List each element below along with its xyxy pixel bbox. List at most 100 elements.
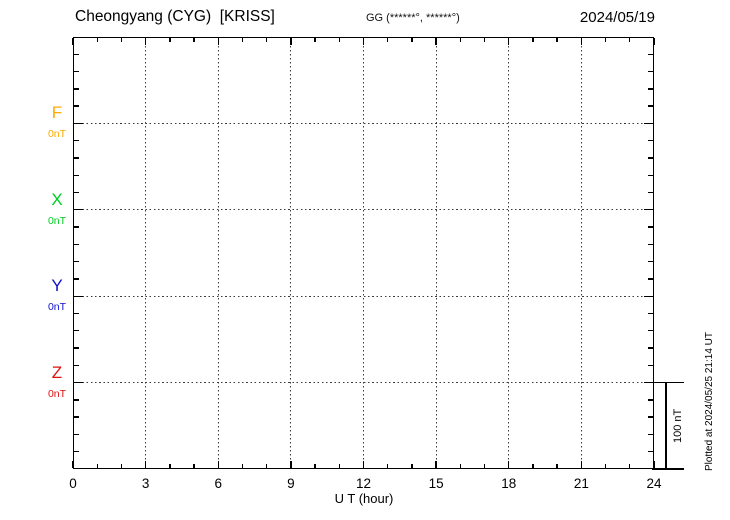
axis-tick (648, 70, 653, 73)
scale-bar-cap-bottom (652, 468, 684, 470)
axis-tick (144, 461, 147, 468)
axis-tick (72, 38, 74, 45)
axis-tick (338, 38, 340, 42)
axis-tick (648, 399, 653, 401)
axis-tick (144, 38, 147, 45)
axis-tick (648, 243, 653, 246)
axis-tick (648, 105, 653, 107)
channel-label-F: F (51, 103, 63, 123)
x-tick-label: 21 (573, 476, 589, 491)
axis-tick (338, 464, 340, 468)
axis-tick (648, 157, 653, 159)
axis-tick (120, 38, 123, 42)
axis-tick (648, 278, 653, 280)
axis-tick (74, 295, 83, 297)
axis-tick (648, 260, 653, 263)
axis-tick (74, 330, 79, 332)
axis-tick (556, 464, 558, 468)
axis-tick (532, 38, 534, 42)
axis-tick (241, 464, 244, 468)
axis-tick (290, 38, 292, 45)
axis-tick (96, 38, 98, 42)
axis-tick (74, 70, 79, 73)
axis-tick (435, 461, 437, 468)
axis-tick (644, 209, 653, 211)
axis-tick (483, 38, 486, 42)
axis-tick (74, 243, 79, 246)
vertical-gridline (435, 38, 437, 468)
axis-tick (74, 122, 83, 125)
axis-tick (483, 464, 486, 468)
axis-tick (508, 461, 510, 468)
axis-tick (604, 38, 607, 42)
axis-tick (241, 38, 244, 42)
x-tick-label: 3 (141, 476, 150, 491)
plot-timestamp-note: Plotted at 2024/05/25 21:14 UT (704, 332, 715, 471)
x-tick-label: 6 (214, 476, 222, 491)
vertical-gridline (580, 38, 582, 468)
channel-baseline (74, 295, 653, 297)
vertical-gridline (217, 38, 219, 468)
axis-tick (648, 433, 653, 436)
x-axis-title: U T (hour) (334, 491, 394, 506)
axis-tick (314, 464, 316, 468)
axis-tick (72, 461, 74, 468)
axis-tick (648, 364, 653, 366)
axis-tick (648, 451, 653, 453)
axis-tick (580, 461, 583, 468)
axis-tick (74, 278, 79, 280)
axis-tick (387, 38, 389, 42)
axis-tick (644, 381, 653, 384)
axis-tick (648, 53, 653, 55)
x-tick-label: 24 (646, 476, 662, 491)
channel-unit-X: 0nT (47, 214, 67, 227)
axis-tick (74, 105, 79, 107)
axis-tick (193, 464, 195, 468)
axis-tick (580, 38, 583, 45)
axis-tick (193, 38, 195, 42)
axis-tick (74, 381, 83, 384)
scale-bar-line (665, 382, 667, 469)
channel-unit-Y: 0nT (47, 301, 67, 314)
axis-tick (362, 461, 365, 468)
axis-tick (74, 260, 79, 263)
channel-unit-Z: 0nT (47, 387, 67, 400)
axis-tick (644, 122, 653, 125)
vertical-gridline (290, 38, 292, 468)
axis-tick (74, 416, 79, 418)
axis-tick (169, 464, 171, 468)
axis-tick (169, 38, 171, 42)
date-label: 2024/05/19 (579, 9, 655, 26)
axis-tick (74, 88, 79, 90)
axis-tick (411, 464, 413, 468)
channel-label-Z: Z (51, 362, 63, 382)
x-tick-label: 0 (69, 476, 77, 491)
station-title: Cheongyang (CYG) [KRISS] (75, 8, 275, 25)
axis-tick (648, 312, 653, 315)
x-tick-label: 15 (428, 476, 444, 491)
axis-tick (120, 464, 123, 468)
axis-tick (648, 330, 653, 332)
axis-tick (508, 38, 510, 45)
x-tick-label: 9 (287, 476, 295, 491)
gg-coordinates-label: GG (******°, ******°) (366, 12, 460, 24)
axis-tick (629, 464, 631, 468)
axis-tick (648, 416, 653, 418)
axis-tick (435, 38, 437, 45)
axis-tick (74, 451, 79, 453)
channel-baseline (74, 382, 653, 384)
axis-tick (648, 174, 653, 176)
x-tick-label: 12 (355, 476, 372, 491)
axis-tick (362, 38, 365, 45)
axis-tick (74, 191, 79, 194)
axis-tick (459, 38, 462, 42)
axis-tick (217, 38, 219, 45)
axis-tick (74, 209, 83, 211)
axis-tick (74, 399, 79, 401)
axis-tick (265, 38, 268, 42)
axis-tick (648, 139, 653, 142)
channel-label-X: X (51, 189, 63, 209)
x-tick-label: 18 (501, 476, 517, 491)
